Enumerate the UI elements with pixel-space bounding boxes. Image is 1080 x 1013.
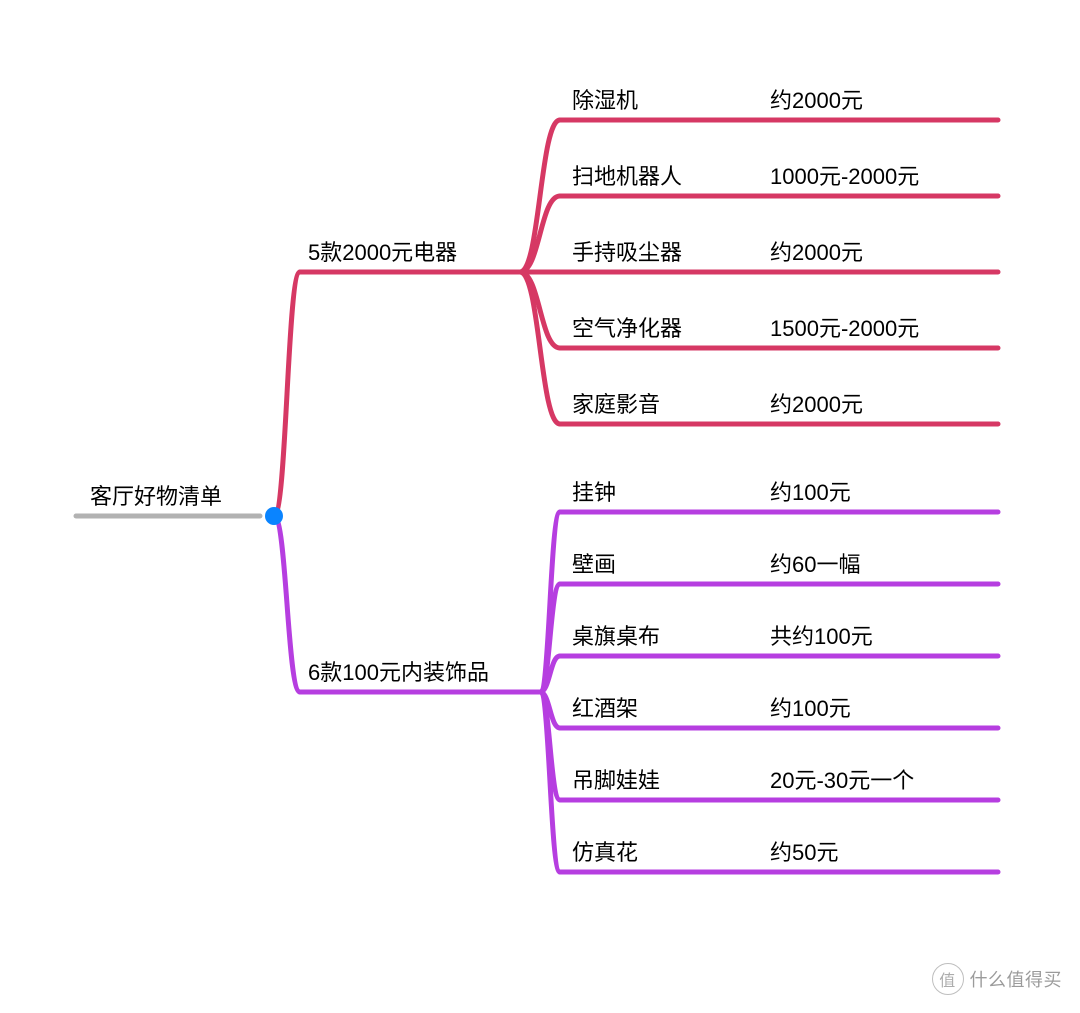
leaf-connector-decor-2 (508, 656, 560, 692)
leaf-name-appliances-2: 手持吸尘器 (572, 240, 682, 265)
branch-label-appliances: 5款2000元电器 (308, 240, 457, 265)
leaf-name-decor-1: 壁画 (572, 552, 616, 577)
leaf-price-appliances-0: 约2000元 (770, 88, 863, 113)
leaf-price-decor-0: 约100元 (770, 480, 851, 505)
leaf-price-appliances-3: 1500元-2000元 (770, 316, 919, 341)
leaf-name-appliances-1: 扫地机器人 (572, 164, 682, 189)
leaf-connector-appliances-3 (478, 272, 560, 348)
leaf-name-appliances-3: 空气净化器 (572, 316, 682, 341)
branch-connector-appliances (274, 272, 300, 516)
watermark-badge-icon: 值 (932, 963, 964, 995)
branch-connector-decor (274, 516, 300, 692)
leaf-connector-appliances-4 (478, 272, 560, 424)
watermark: 值 什么值得买 (932, 963, 1063, 995)
leaf-name-decor-4: 吊脚娃娃 (572, 768, 660, 793)
leaf-name-decor-5: 仿真花 (572, 840, 638, 865)
watermark-badge-text: 值 (939, 967, 956, 991)
leaf-connector-decor-1 (508, 584, 560, 692)
leaf-name-appliances-4: 家庭影音 (572, 392, 660, 417)
leaf-connector-decor-3 (508, 692, 560, 728)
leaf-name-decor-3: 红酒架 (572, 696, 638, 721)
leaf-price-decor-4: 20元-30元一个 (770, 768, 914, 793)
watermark-text: 什么值得买 (970, 966, 1063, 992)
root-dot-icon (265, 507, 283, 525)
leaf-price-decor-5: 约50元 (770, 840, 838, 865)
leaf-price-decor-1: 约60一幅 (770, 552, 860, 577)
leaf-connector-appliances-0 (478, 120, 560, 272)
leaf-name-decor-0: 挂钟 (572, 480, 616, 505)
leaf-price-decor-3: 约100元 (770, 696, 851, 721)
mindmap-canvas: 客厅好物清单5款2000元电器除湿机约2000元扫地机器人1000元-2000元… (0, 0, 1080, 1013)
leaf-price-appliances-1: 1000元-2000元 (770, 164, 919, 189)
leaf-name-decor-2: 桌旗桌布 (572, 624, 660, 649)
branch-label-decor: 6款100元内装饰品 (308, 660, 489, 685)
leaf-price-decor-2: 共约100元 (770, 624, 873, 649)
leaf-price-appliances-4: 约2000元 (770, 392, 863, 417)
leaf-connector-appliances-1 (478, 196, 560, 272)
root-label: 客厅好物清单 (90, 484, 222, 509)
leaf-name-appliances-0: 除湿机 (572, 88, 638, 113)
leaf-price-appliances-2: 约2000元 (770, 240, 863, 265)
